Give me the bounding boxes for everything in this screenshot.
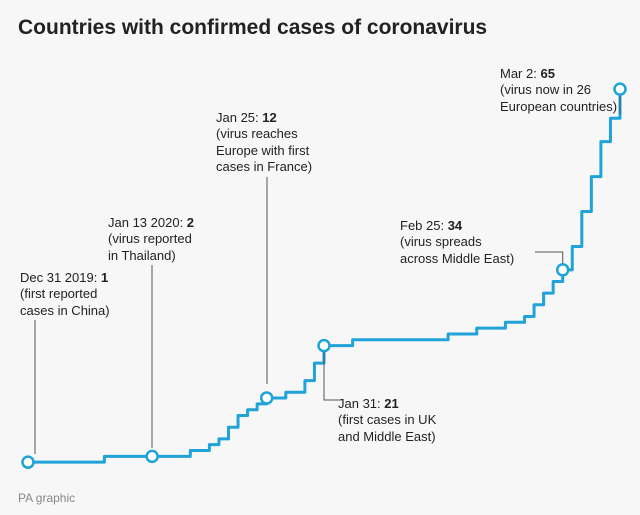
- annotation-desc-line: cases in France): [216, 159, 346, 175]
- annotation-date: Jan 25:: [216, 110, 262, 125]
- annotation-desc-line: (virus spreads: [400, 234, 550, 250]
- annotation-date: Dec 31 2019:: [20, 270, 101, 285]
- annotation-date: Jan 31:: [338, 396, 384, 411]
- data-marker: [23, 457, 34, 468]
- annotation-value: 21: [384, 396, 398, 411]
- annotation-desc-line: Europe with first: [216, 143, 346, 159]
- annotation-a4: Jan 31: 21(first cases in UKand Middle E…: [338, 396, 478, 445]
- annotation-desc-line: (virus now in 26: [500, 82, 640, 98]
- annotation-desc-line: across Middle East): [400, 251, 550, 267]
- annotation-desc-line: European countries): [500, 99, 640, 115]
- annotation-value: 1: [101, 270, 108, 285]
- annotation-desc-line: and Middle East): [338, 429, 478, 445]
- annotation-desc-line: (virus reaches: [216, 126, 346, 142]
- annotation-date: Feb 25:: [400, 218, 448, 233]
- credit-text: PA graphic: [18, 491, 75, 505]
- annotation-a6: Mar 2: 65(virus now in 26European countr…: [500, 66, 640, 115]
- annotation-value: 65: [540, 66, 554, 81]
- annotation-desc-line: (virus reported: [108, 231, 228, 247]
- data-marker: [319, 340, 330, 351]
- annotation-desc-line: (first reported: [20, 286, 140, 302]
- annotation-a1: Dec 31 2019: 1(first reportedcases in Ch…: [20, 270, 140, 319]
- annotation-value: 34: [448, 218, 462, 233]
- chart-container: { "title": "Countries with confirmed cas…: [0, 0, 640, 515]
- annotation-a2: Jan 13 2020: 2(virus reportedin Thailand…: [108, 215, 228, 264]
- data-marker: [261, 393, 272, 404]
- annotation-value: 2: [187, 215, 194, 230]
- annotation-value: 12: [262, 110, 276, 125]
- annotation-date: Jan 13 2020:: [108, 215, 187, 230]
- annotation-desc-line: cases in China): [20, 303, 140, 319]
- annotation-a3: Jan 25: 12(virus reachesEurope with firs…: [216, 110, 346, 175]
- annotation-a5: Feb 25: 34(virus spreadsacross Middle Ea…: [400, 218, 550, 267]
- annotation-desc-line: (first cases in UK: [338, 412, 478, 428]
- data-marker: [147, 451, 158, 462]
- annotation-date: Mar 2:: [500, 66, 540, 81]
- annotation-leader: [324, 346, 342, 400]
- data-marker: [557, 264, 568, 275]
- annotation-desc-line: in Thailand): [108, 248, 228, 264]
